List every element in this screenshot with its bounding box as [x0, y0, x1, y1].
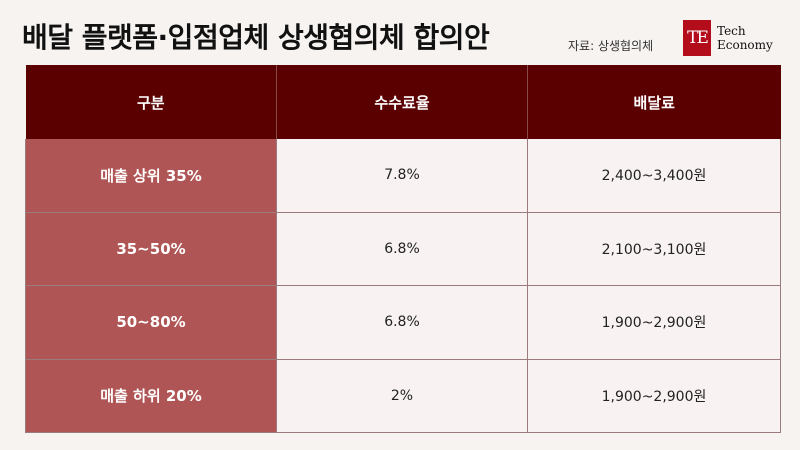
table-row: 매출 상위 35% 7.8% 2,400~3,400원: [25, 139, 781, 213]
row-delivery-fee: 2,400~3,400원: [527, 139, 781, 213]
logo-line-1: Tech: [717, 24, 746, 38]
row-fee-rate: 7.8%: [276, 139, 528, 213]
row-fee-rate: 6.8%: [276, 285, 528, 360]
row-category: 35~50%: [25, 212, 277, 287]
row-delivery-fee: 1,900~2,900원: [527, 285, 781, 360]
row-fee-rate: 6.8%: [276, 212, 528, 287]
logo-line-2: Economy: [717, 38, 773, 52]
column-header-delivery-fee: 배달료: [527, 65, 781, 139]
row-delivery-fee: 2,100~3,100원: [527, 212, 781, 287]
row-delivery-fee: 1,900~2,900원: [527, 359, 781, 434]
table-row: 35~50% 6.8% 2,100~3,100원: [25, 212, 781, 287]
source-note: 자료: 상생협의체: [568, 39, 654, 53]
agreement-table: 구분 수수료율 배달료 매출 상위 35% 7.8% 2,400~3,400원 …: [25, 65, 781, 434]
brand-logo: TE Tech Economy: [683, 18, 783, 58]
row-category: 50~80%: [25, 285, 277, 360]
row-fee-rate: 2%: [276, 359, 528, 434]
logo-text: Tech Economy: [717, 24, 773, 52]
row-category: 매출 하위 20%: [25, 359, 277, 434]
page-title: 배달 플랫폼·입점업체 상생협의체 합의안: [22, 21, 490, 54]
logo-mark: TE: [683, 20, 711, 56]
table-row: 50~80% 6.8% 1,900~2,900원: [25, 285, 781, 360]
column-header-fee-rate: 수수료율: [276, 65, 528, 139]
row-category: 매출 상위 35%: [25, 139, 277, 213]
table-row: 매출 하위 20% 2% 1,900~2,900원: [25, 359, 781, 434]
table-header-row: 구분 수수료율 배달료: [25, 65, 781, 139]
column-header-category: 구분: [25, 65, 277, 139]
